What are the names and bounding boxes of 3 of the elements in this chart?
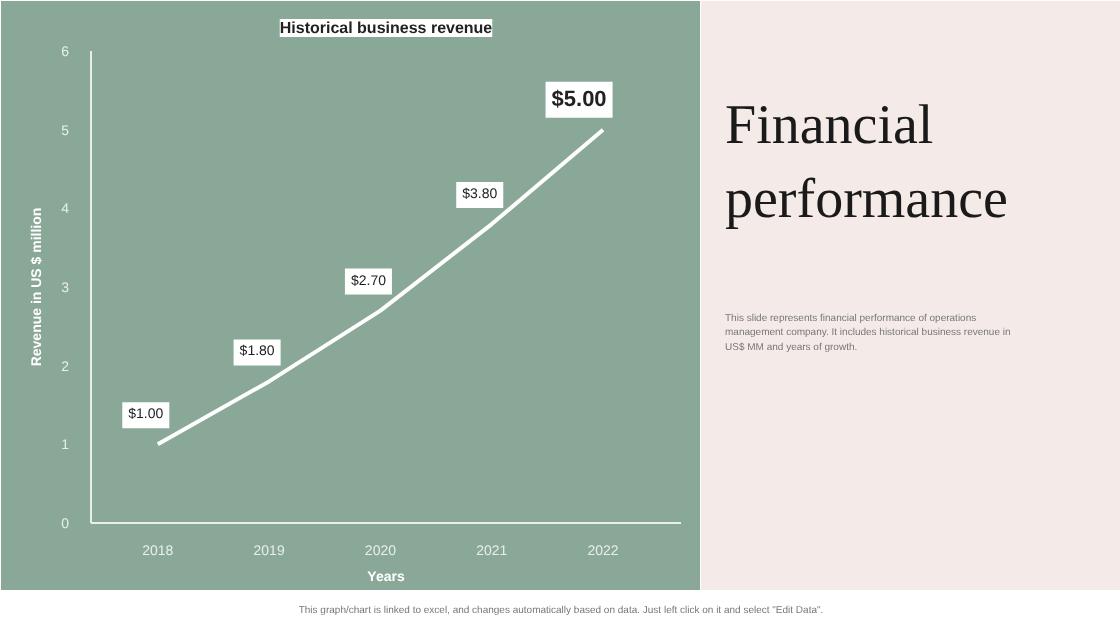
chart-title: Historical business revenue <box>279 19 494 37</box>
text: Financial performance <box>725 94 1008 232</box>
data-label: $5.00 <box>551 87 607 112</box>
